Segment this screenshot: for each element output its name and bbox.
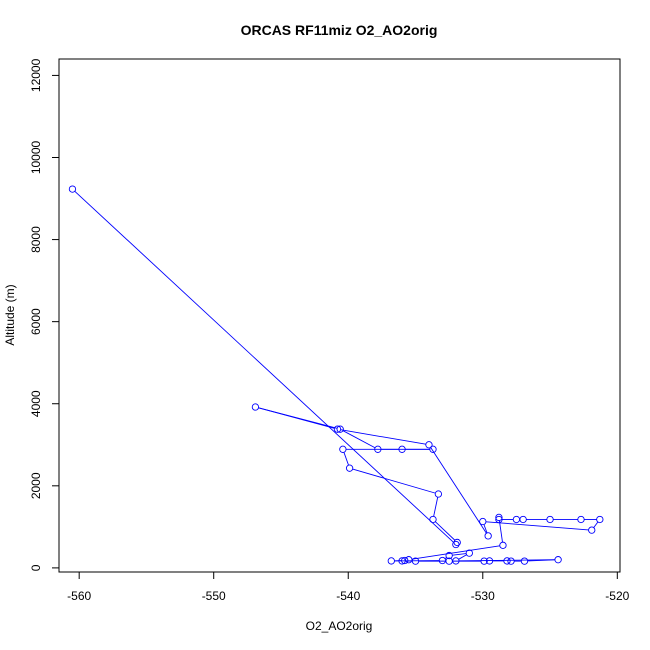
data-point — [429, 515, 437, 524]
series-line-segment — [411, 545, 500, 560]
plot-frame — [58, 58, 621, 573]
series-line-segment — [498, 520, 503, 543]
series-line-segment — [485, 521, 589, 531]
y-tick-label: 10000 — [29, 140, 43, 174]
data-point — [445, 557, 453, 565]
data-point — [499, 541, 507, 549]
data-point — [387, 557, 395, 565]
series-line-segment — [483, 524, 488, 534]
y-axis: 0 2000 4000 6000 8000 10000 12000 — [29, 58, 60, 571]
data-point — [512, 515, 521, 524]
series-line-segment — [430, 447, 487, 534]
data-point — [374, 445, 382, 453]
data-point — [577, 515, 585, 524]
series-line-segment — [352, 468, 436, 494]
data-point — [519, 515, 527, 524]
series-line-segment — [527, 559, 555, 562]
data-point — [333, 425, 342, 433]
data-point — [485, 557, 494, 565]
y-tick-label: 4000 — [29, 390, 43, 417]
data-point — [438, 556, 447, 565]
series-line-segment — [74, 190, 454, 543]
data-point — [495, 513, 503, 522]
data-point — [479, 517, 487, 526]
y-axis-label: Altitude (m) — [3, 284, 17, 345]
data-point — [429, 445, 437, 453]
data-point — [434, 490, 443, 498]
data-point — [445, 551, 453, 560]
data-point — [345, 464, 354, 472]
data-point — [251, 403, 260, 411]
data-point — [596, 515, 604, 524]
x-tick-label: -520 — [605, 589, 629, 603]
series-line-segment — [343, 452, 349, 466]
x-axis-label: O2_AO2orig — [306, 619, 373, 633]
data-point — [484, 532, 492, 540]
series-layer — [68, 185, 604, 565]
series-line-segment — [340, 429, 426, 445]
data-point — [520, 557, 529, 565]
data-point — [546, 515, 554, 524]
data-point — [336, 425, 344, 433]
data-point — [68, 185, 77, 193]
data-point — [398, 557, 406, 565]
y-tick-label: 2000 — [29, 472, 43, 499]
x-tick-label: -530 — [471, 589, 495, 603]
data-point — [398, 445, 406, 453]
data-point — [588, 526, 596, 534]
y-tick-label: 6000 — [29, 308, 43, 335]
data-point — [495, 515, 503, 524]
y-tick-label: 12000 — [29, 58, 43, 92]
data-point — [452, 540, 460, 549]
series-line-segment — [452, 553, 467, 556]
series-line-segment — [435, 521, 456, 541]
y-tick-label: 0 — [29, 564, 43, 571]
y-tick-label: 8000 — [29, 226, 43, 253]
series-line-segment — [258, 407, 335, 429]
data-point — [554, 556, 562, 564]
data-point — [411, 557, 420, 565]
x-axis: -560 -550 -540 -530 -520 — [67, 571, 630, 603]
chart-title: ORCAS RF11miz O2_AO2orig — [241, 22, 438, 38]
data-point — [480, 557, 488, 565]
data-point — [503, 557, 511, 565]
x-tick-label: -560 — [67, 589, 91, 603]
data-point — [465, 549, 473, 557]
data-point — [405, 556, 413, 564]
data-point — [401, 556, 409, 565]
data-point — [425, 441, 433, 449]
series-line-segment — [458, 554, 467, 560]
series-line-segment — [433, 497, 439, 517]
data-point — [507, 557, 515, 565]
x-tick-label: -540 — [336, 589, 360, 603]
x-tick-label: -550 — [202, 589, 226, 603]
series-line-segment — [342, 430, 376, 449]
data-point — [339, 445, 347, 453]
data-point — [453, 538, 461, 547]
series-line-segment — [593, 521, 599, 528]
